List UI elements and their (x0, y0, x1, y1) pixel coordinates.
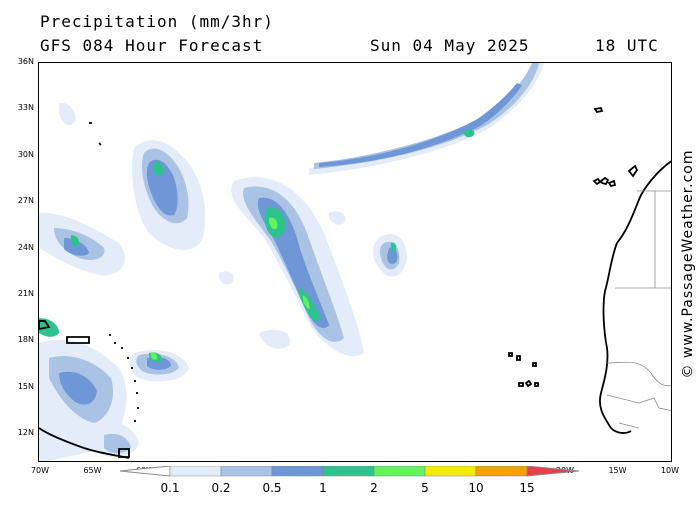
precipitation-map (39, 63, 671, 461)
color-legend (119, 466, 580, 477)
political-borders (606, 190, 671, 429)
land-layer (39, 106, 671, 459)
puerto-rico (39, 320, 51, 330)
forecast-subtitle: GFS 084 Hour Forecast (40, 36, 264, 55)
legend-swatch (271, 466, 324, 477)
legend-swatch (475, 466, 528, 477)
lat-label: 12N (17, 428, 34, 438)
africa-coastline (599, 160, 671, 434)
bahamas-islands (89, 122, 102, 146)
chart-title: Precipitation (mm/3hr) (40, 12, 274, 31)
virgin-islands (66, 336, 90, 344)
lat-label: 15N (17, 381, 34, 391)
legend-label: 10 (468, 481, 484, 495)
precip-band-medium (59, 83, 522, 405)
legend-label: 5 (421, 481, 429, 495)
canary-islands (592, 164, 639, 188)
credit-watermark: © www.PassageWeather.com (680, 149, 696, 379)
south-america-coast (39, 427, 130, 459)
forecast-time: 18 UTC (595, 36, 659, 55)
trinidad-island (118, 448, 130, 458)
forecast-date: Sun 04 May 2025 (370, 36, 530, 55)
legend-swatch (373, 466, 426, 477)
map-frame (38, 62, 672, 462)
legend-swatch (424, 466, 477, 477)
legend-label: 2 (370, 481, 378, 495)
legend-label: 15 (519, 481, 535, 495)
legend-swatch (220, 466, 273, 477)
legend-label: 0.1 (160, 481, 180, 495)
lat-label: 36N (17, 57, 34, 66)
lon-label: 15W (608, 466, 627, 475)
legend-swatch (322, 466, 375, 477)
lon-label: 70W (30, 466, 50, 475)
lesser-antilles (109, 334, 139, 422)
cape-verde-islands (508, 352, 539, 388)
legend-label: 1 (319, 481, 327, 495)
lat-label: 18N (17, 335, 34, 345)
legend-swatch (526, 466, 580, 477)
lat-label: 33N (17, 103, 34, 113)
lon-label: 65W (83, 466, 102, 475)
lat-label: 30N (17, 149, 34, 159)
precipitation-layer (39, 63, 544, 461)
madeira-island (593, 106, 604, 114)
lat-label: 27N (17, 196, 34, 206)
lat-label: 24N (17, 242, 34, 252)
lat-label: 21N (17, 289, 34, 298)
legend-label: 0.2 (211, 481, 231, 495)
legend-swatch (119, 466, 171, 477)
lon-label: 10W (660, 466, 680, 475)
legend-swatch (169, 466, 222, 477)
precip-band-green (150, 217, 310, 360)
legend-label: 0.5 (262, 481, 282, 495)
